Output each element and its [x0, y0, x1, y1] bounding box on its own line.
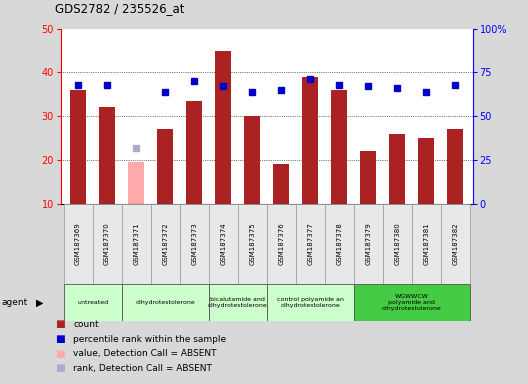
Bar: [354, 284, 470, 321]
Text: ▶: ▶: [36, 297, 43, 308]
Text: GSM187370: GSM187370: [104, 222, 110, 265]
Bar: [331, 90, 347, 204]
Bar: [418, 138, 434, 204]
Bar: [267, 284, 354, 321]
Text: value, Detection Call = ABSENT: value, Detection Call = ABSENT: [73, 349, 217, 358]
Text: GSM187371: GSM187371: [133, 222, 139, 265]
Bar: [302, 77, 318, 204]
Bar: [209, 284, 267, 321]
Bar: [354, 204, 383, 284]
Bar: [325, 204, 354, 284]
Bar: [150, 204, 180, 284]
Bar: [215, 51, 231, 204]
Bar: [121, 284, 209, 321]
Bar: [267, 204, 296, 284]
Text: ■: ■: [55, 349, 65, 359]
Text: GSM187378: GSM187378: [336, 222, 342, 265]
Text: dihydrotestolerone: dihydrotestolerone: [135, 300, 195, 305]
Bar: [412, 204, 441, 284]
Bar: [441, 204, 470, 284]
Text: count: count: [73, 320, 99, 329]
Bar: [157, 129, 173, 204]
Text: GSM187376: GSM187376: [278, 222, 284, 265]
Text: GSM187380: GSM187380: [394, 222, 400, 265]
Text: GSM187369: GSM187369: [75, 222, 81, 265]
Text: GSM187377: GSM187377: [307, 222, 313, 265]
Text: ■: ■: [55, 319, 65, 329]
Text: GDS2782 / 235526_at: GDS2782 / 235526_at: [55, 2, 185, 15]
Bar: [121, 204, 150, 284]
Bar: [447, 129, 463, 204]
Bar: [209, 204, 238, 284]
Text: GSM187381: GSM187381: [423, 222, 429, 265]
Bar: [63, 284, 121, 321]
Bar: [186, 101, 202, 204]
Text: percentile rank within the sample: percentile rank within the sample: [73, 334, 227, 344]
Bar: [360, 151, 376, 204]
Text: ■: ■: [55, 363, 65, 373]
Bar: [296, 204, 325, 284]
Bar: [92, 204, 121, 284]
Text: GSM187382: GSM187382: [452, 222, 458, 265]
Bar: [244, 116, 260, 204]
Bar: [70, 90, 86, 204]
Text: control polyamide an
dihydrotestolerone: control polyamide an dihydrotestolerone: [277, 297, 344, 308]
Bar: [99, 108, 115, 204]
Bar: [383, 204, 412, 284]
Bar: [128, 162, 144, 204]
Text: bicalutamide and
dihydrotestolerone: bicalutamide and dihydrotestolerone: [208, 297, 268, 308]
Bar: [63, 204, 92, 284]
Bar: [180, 204, 209, 284]
Text: ■: ■: [55, 334, 65, 344]
Text: GSM187379: GSM187379: [365, 222, 371, 265]
Bar: [238, 204, 267, 284]
Text: rank, Detection Call = ABSENT: rank, Detection Call = ABSENT: [73, 364, 212, 373]
Text: WGWWCW
polyamide and
dihydrotestolerone: WGWWCW polyamide and dihydrotestolerone: [382, 294, 441, 311]
Text: GSM187375: GSM187375: [249, 222, 255, 265]
Text: GSM187372: GSM187372: [162, 222, 168, 265]
Text: GSM187373: GSM187373: [191, 222, 197, 265]
Bar: [389, 134, 405, 204]
Bar: [273, 164, 289, 204]
Text: untreated: untreated: [77, 300, 108, 305]
Text: GSM187374: GSM187374: [220, 222, 226, 265]
Text: agent: agent: [1, 298, 27, 307]
